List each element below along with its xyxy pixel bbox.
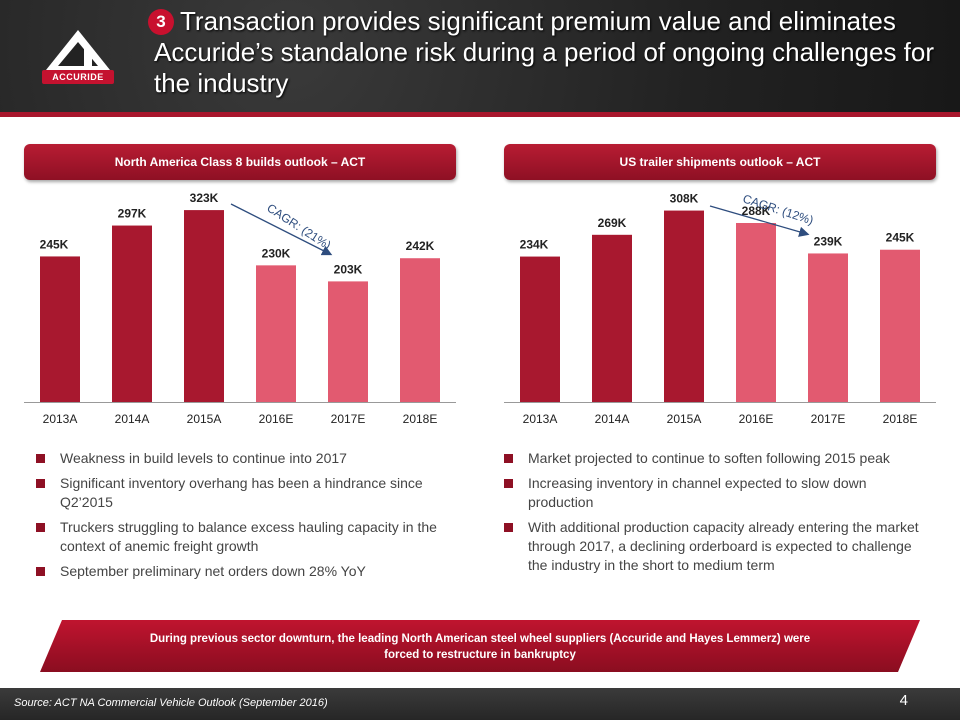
list-item: Significant inventory overhang has been … — [36, 474, 456, 512]
bar-2014A — [592, 234, 632, 402]
bar-2014A — [112, 225, 152, 402]
bar-2013A — [40, 256, 80, 402]
value-label-2015A: 323K — [190, 191, 219, 205]
bar-2016E — [256, 265, 296, 402]
tick-label-2016E: 2016E — [259, 412, 294, 426]
bar-2018E — [400, 258, 440, 402]
banner-text: During previous sector downturn, the lea… — [130, 631, 830, 663]
logo-text: ACCURIDE — [42, 70, 114, 84]
banner-line-2: forced to restructure in bankruptcy — [384, 649, 576, 661]
bar-2015A — [664, 210, 704, 402]
class8-builds-chart: 245K 2013A 297K 2014A 323K 2015A 230K 2016E 203K… — [24, 191, 456, 426]
value-label-2017E: 203K — [334, 262, 363, 276]
tick-label-2015A: 2015A — [667, 412, 702, 426]
left-chart-header: North America Class 8 builds outlook – A… — [24, 144, 456, 180]
tick-label-2014A: 2014A — [115, 412, 150, 426]
value-label-2018E: 245K — [886, 231, 915, 245]
bullet-text: Increasing inventory in channel expected… — [528, 475, 867, 510]
bullet-square-icon — [36, 523, 45, 532]
value-label-2016E: 230K — [262, 246, 291, 260]
bullet-square-icon — [36, 567, 45, 576]
cagr-arrow — [709, 205, 810, 237]
bullet-text: Market projected to continue to soften f… — [528, 450, 890, 466]
list-item: September preliminary net orders down 28… — [36, 562, 456, 581]
tick-label-2016E: 2016E — [739, 412, 774, 426]
list-item: Market projected to continue to soften f… — [504, 449, 924, 468]
value-label-2013A: 234K — [520, 238, 549, 252]
page-number: 4 — [899, 692, 908, 709]
list-item: Increasing inventory in channel expected… — [504, 474, 924, 512]
tick-label-2017E: 2017E — [811, 412, 846, 426]
bullet-square-icon — [36, 479, 45, 488]
tick-label-2013A: 2013A — [523, 412, 558, 426]
value-label-2014A: 297K — [118, 207, 147, 221]
right-bullet-list: Market projected to continue to soften f… — [504, 449, 924, 581]
bullet-square-icon — [504, 479, 513, 488]
section-number-badge: 3 — [148, 9, 174, 35]
trailer-shipments-chart: 234K 2013A 269K 2014A 308K 2015A 288K 2016E 239K… — [504, 192, 936, 426]
callout-banner — [40, 620, 920, 672]
value-label-2018E: 242K — [406, 239, 435, 253]
value-label-2014A: 269K — [598, 216, 627, 230]
list-item: With additional production capacity alre… — [504, 518, 924, 575]
tick-label-2018E: 2018E — [883, 412, 918, 426]
bullet-text: Truckers struggling to balance excess ha… — [60, 519, 437, 554]
bar-2015A — [184, 210, 224, 402]
cagr-arrow — [230, 203, 333, 256]
page-title: Transaction provides significant premium… — [154, 6, 935, 98]
bullet-text: Significant inventory overhang has been … — [60, 475, 423, 510]
tick-label-2014A: 2014A — [595, 412, 630, 426]
value-label-2013A: 245K — [40, 237, 69, 251]
tick-label-2015A: 2015A — [187, 412, 222, 426]
tick-label-2013A: 2013A — [43, 412, 78, 426]
bar-2013A — [520, 256, 560, 402]
bullet-text: September preliminary net orders down 28… — [60, 563, 366, 579]
accuride-logo — [46, 30, 110, 70]
left-bullet-list: Weakness in build levels to continue int… — [36, 449, 456, 587]
bullet-square-icon — [36, 454, 45, 463]
source-note: Source: ACT NA Commercial Vehicle Outloo… — [14, 697, 328, 709]
footer-bar — [0, 688, 960, 720]
bar-2016E — [736, 222, 776, 402]
tick-label-2018E: 2018E — [403, 412, 438, 426]
list-item: Weakness in build levels to continue int… — [36, 449, 456, 468]
bullet-square-icon — [504, 454, 513, 463]
header-divider — [0, 112, 960, 117]
bullet-text: With additional production capacity alre… — [528, 519, 919, 573]
bullet-text: Weakness in build levels to continue int… — [60, 450, 347, 466]
value-label-2015A: 308K — [670, 192, 699, 206]
list-item: Truckers struggling to balance excess ha… — [36, 518, 456, 556]
banner-line-1: During previous sector downturn, the lea… — [149, 633, 811, 645]
tick-label-2017E: 2017E — [331, 412, 366, 426]
bar-2018E — [880, 249, 920, 402]
value-label-2016E: 288K — [742, 204, 771, 218]
value-label-2017E: 239K — [814, 234, 843, 248]
right-chart-header: US trailer shipments outlook – ACT — [504, 144, 936, 180]
bar-2017E — [328, 281, 368, 402]
bullet-square-icon — [504, 523, 513, 532]
bar-2017E — [808, 253, 848, 402]
